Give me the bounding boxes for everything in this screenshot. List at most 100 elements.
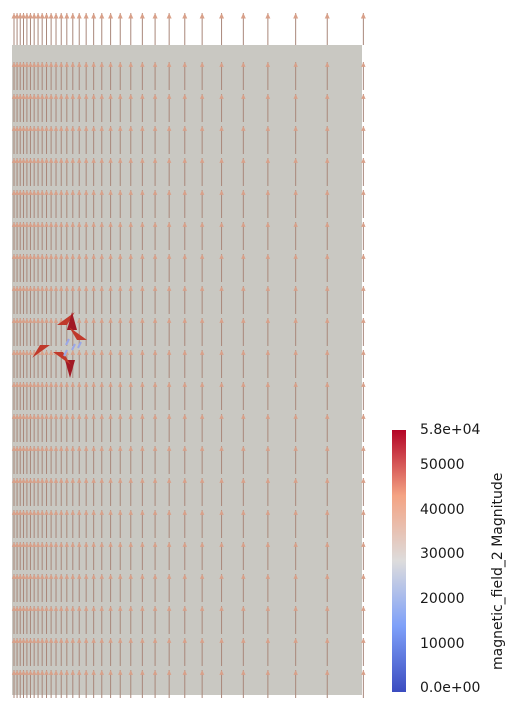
field-glyph — [35, 670, 41, 698]
field-glyph — [293, 190, 298, 218]
field-glyph — [99, 350, 104, 378]
field-glyph — [48, 158, 54, 186]
field-glyph — [118, 638, 123, 666]
field-glyph — [77, 94, 82, 122]
field-glyph — [325, 638, 330, 666]
field-glyph — [91, 286, 96, 314]
field-glyph — [18, 94, 23, 122]
field-glyph — [152, 446, 158, 474]
field-glyph — [11, 318, 17, 346]
field-glyph — [128, 510, 133, 538]
field-glyph — [325, 510, 330, 538]
field-glyph — [241, 126, 246, 154]
field-glyph — [18, 574, 23, 602]
field-glyph — [293, 222, 298, 250]
field-glyph — [182, 670, 187, 698]
field-glyph — [14, 350, 20, 378]
field-glyph — [199, 94, 205, 122]
field-glyph — [199, 254, 205, 282]
field-glyph — [128, 286, 133, 314]
field-glyph — [70, 158, 75, 186]
field-glyph — [293, 638, 298, 666]
field-glyph — [293, 542, 298, 570]
strong-field-glyph — [69, 327, 87, 340]
field-glyph — [241, 222, 246, 250]
field-glyph — [59, 190, 64, 218]
field-glyph — [48, 510, 54, 538]
field-glyph — [44, 414, 49, 442]
field-glyph — [48, 638, 54, 666]
colorbar-tick-max: 5.8e+04 — [420, 422, 481, 438]
field-glyph — [77, 62, 82, 90]
field-glyph — [31, 318, 37, 346]
colorbar-tick-min: 0.0e+00 — [420, 680, 481, 696]
field-glyph — [21, 446, 26, 474]
field-glyph — [21, 350, 26, 378]
field-glyph — [108, 190, 113, 218]
field-glyph — [64, 286, 70, 314]
field-glyph — [83, 670, 89, 698]
field-glyph — [108, 542, 113, 570]
field-glyph — [325, 414, 330, 442]
field-glyph — [108, 158, 113, 186]
field-glyph — [14, 318, 20, 346]
field-glyph — [166, 158, 172, 186]
field-glyph — [325, 606, 330, 634]
field-glyph — [39, 158, 45, 186]
field-glyph — [182, 446, 187, 474]
field-glyph — [48, 13, 54, 45]
field-glyph — [28, 222, 33, 250]
field-glyph — [118, 190, 123, 218]
field-glyph — [53, 414, 59, 442]
colorbar-tick: 20000 — [420, 591, 465, 607]
field-glyph — [166, 638, 172, 666]
field-glyph — [325, 286, 330, 314]
field-glyph — [265, 222, 271, 250]
field-glyph — [152, 62, 158, 90]
field-glyph — [44, 350, 49, 378]
field-glyph — [77, 126, 82, 154]
field-glyph — [53, 318, 59, 346]
field-glyph — [241, 382, 246, 410]
field-glyph — [44, 574, 49, 602]
field-glyph — [18, 478, 23, 506]
field-glyph — [140, 510, 145, 538]
field-glyph — [59, 606, 64, 634]
field-glyph — [99, 190, 104, 218]
field-glyph — [44, 510, 49, 538]
field-glyph — [44, 606, 49, 634]
field-glyph — [70, 62, 75, 90]
field-glyph — [83, 126, 89, 154]
field-glyph — [182, 606, 187, 634]
field-glyph — [152, 222, 158, 250]
field-glyph — [35, 254, 41, 282]
field-glyph — [64, 414, 70, 442]
field-glyph — [77, 222, 82, 250]
field-glyph — [31, 510, 37, 538]
field-glyph — [11, 478, 17, 506]
field-glyph — [99, 670, 104, 698]
field-glyph — [325, 126, 330, 154]
field-glyph — [28, 542, 33, 570]
field-glyph — [64, 126, 70, 154]
field-glyph — [241, 190, 246, 218]
field-glyph — [28, 478, 33, 506]
field-glyph — [18, 158, 23, 186]
field-glyph — [21, 478, 26, 506]
field-glyph — [70, 190, 75, 218]
field-glyph — [21, 638, 26, 666]
field-glyph — [64, 542, 70, 570]
field-glyph — [152, 126, 158, 154]
field-glyph — [108, 350, 113, 378]
field-glyph — [77, 382, 82, 410]
field-glyph — [152, 254, 158, 282]
field-glyph — [24, 126, 30, 154]
field-glyph — [91, 414, 96, 442]
field-glyph — [44, 670, 49, 698]
field-glyph — [91, 94, 96, 122]
field-glyph — [39, 126, 45, 154]
field-glyph — [70, 222, 75, 250]
field-glyph — [24, 13, 30, 45]
field-glyph — [182, 94, 187, 122]
